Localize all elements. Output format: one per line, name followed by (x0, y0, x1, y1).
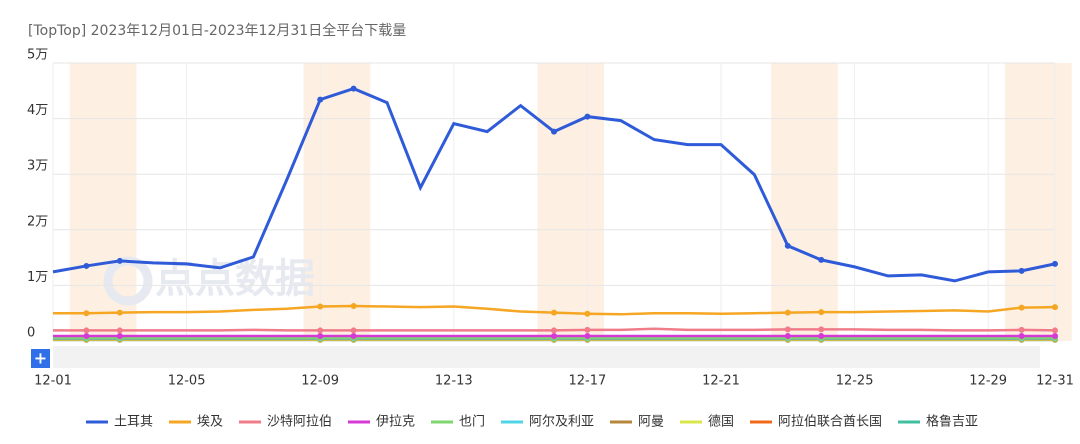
point (551, 309, 557, 316)
x-tick-label: 12-01 (34, 374, 72, 389)
point (1018, 304, 1025, 311)
point (317, 303, 324, 310)
point (1052, 332, 1058, 339)
point (818, 256, 825, 263)
point (818, 326, 825, 333)
point (350, 302, 357, 309)
x-tick-label: 12-13 (435, 374, 473, 389)
x-tick-label: 12-05 (168, 374, 206, 389)
point (784, 309, 791, 316)
x-tick-label: 12-31 (1036, 374, 1074, 389)
point (584, 310, 591, 317)
point (1052, 304, 1058, 311)
point (317, 327, 324, 334)
legend-label[interactable]: 沙特阿拉伯 (267, 415, 332, 430)
point (551, 327, 557, 334)
y-tick-label: 3万 (27, 159, 48, 174)
point (116, 332, 123, 339)
point (350, 332, 357, 339)
x-tick-label: 12-17 (569, 374, 607, 389)
point (584, 113, 591, 120)
y-tick-label: 0 (27, 326, 35, 341)
legend-label[interactable]: 土耳其 (114, 415, 153, 430)
x-tick-label: 12-09 (301, 374, 339, 389)
point (818, 332, 825, 339)
legend-label[interactable]: 阿拉伯联合酋长国 (778, 414, 882, 430)
point (116, 309, 123, 316)
zoom-button-bg[interactable] (31, 349, 50, 368)
point (317, 332, 324, 339)
legend-label[interactable]: 伊拉克 (376, 415, 415, 430)
y-tick-label: 1万 (27, 270, 48, 285)
legend-label[interactable]: 也门 (459, 415, 485, 430)
y-tick-label: 4万 (27, 103, 48, 118)
point (584, 326, 591, 333)
zoom-button[interactable]: + (34, 349, 47, 368)
x-tick-label: 12-25 (836, 374, 874, 389)
legend-label[interactable]: 阿尔及利亚 (529, 415, 594, 430)
zoom-bar (53, 346, 1040, 368)
legend-label[interactable]: 埃及 (197, 415, 223, 430)
point (1052, 260, 1058, 267)
legend-label[interactable]: 格鲁吉亚 (926, 414, 978, 430)
point (83, 310, 90, 317)
point (83, 262, 90, 269)
point (1018, 267, 1025, 274)
weekend-band (69, 63, 137, 341)
point (1018, 332, 1025, 339)
point (350, 327, 357, 334)
y-tick-label: 5万 (27, 48, 48, 63)
point (784, 242, 791, 249)
legend-label[interactable]: 阿曼 (638, 415, 664, 430)
point (784, 332, 791, 339)
y-tick-label: 2万 (27, 214, 48, 229)
x-tick-label: 12-21 (702, 374, 740, 389)
point (1052, 327, 1058, 334)
point (116, 257, 123, 264)
point (551, 332, 557, 339)
point (83, 332, 90, 339)
weekend-band (1004, 63, 1072, 341)
point (584, 332, 591, 339)
point (818, 309, 825, 316)
x-tick-label: 12-29 (969, 374, 1007, 389)
point (317, 96, 324, 103)
point (1018, 326, 1025, 333)
legend-label[interactable]: 德国 (708, 415, 734, 430)
point (116, 327, 123, 334)
point (551, 128, 557, 135)
point (784, 326, 791, 333)
point (83, 327, 90, 334)
point (350, 85, 357, 92)
weekend-band (537, 63, 605, 341)
weekend-band (771, 63, 838, 341)
chart-title: [TopTop] 2023年12月01日-2023年12月31日全平台下载量 (28, 22, 406, 39)
